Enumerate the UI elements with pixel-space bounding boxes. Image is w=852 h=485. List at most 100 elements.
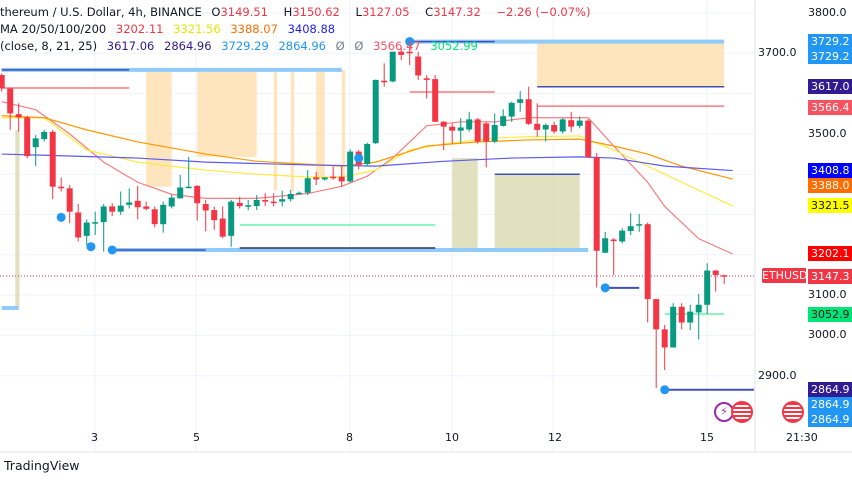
candle bbox=[432, 75, 439, 122]
candle bbox=[219, 206, 226, 239]
indicator-value: Ø bbox=[335, 39, 345, 53]
us-flag-icon[interactable] bbox=[782, 401, 804, 423]
markers bbox=[56, 37, 670, 395]
candle-body bbox=[168, 197, 175, 207]
candle-body bbox=[211, 210, 218, 221]
symbol-tag: ETHUSD bbox=[762, 268, 808, 283]
candle bbox=[525, 86, 532, 126]
zone-box bbox=[341, 69, 346, 177]
candle-body bbox=[653, 299, 660, 330]
candle-body bbox=[262, 199, 269, 202]
candle bbox=[551, 121, 558, 134]
candle-body bbox=[313, 177, 320, 180]
legend-indicator-row[interactable]: (close, 8, 21, 25) 3617.06 2864.96 3729.… bbox=[0, 39, 484, 53]
candle-body bbox=[585, 120, 592, 158]
candle bbox=[202, 199, 209, 232]
candle-body bbox=[338, 176, 345, 182]
change-value: −2.26 (−0.07%) bbox=[496, 5, 591, 19]
ohlc-low: L3127.05 bbox=[356, 5, 416, 19]
open-label: O bbox=[211, 5, 221, 19]
legend-ma-row[interactable]: MA 20/50/100/200 3202.11 3321.56 3388.07… bbox=[0, 22, 341, 36]
zone-box bbox=[290, 69, 295, 192]
candle-body bbox=[381, 80, 388, 83]
candle-body bbox=[602, 238, 609, 253]
candle bbox=[457, 118, 464, 144]
candle bbox=[627, 213, 634, 236]
candle bbox=[517, 91, 524, 112]
candle-body bbox=[185, 186, 192, 189]
tradingview-logo[interactable]: TradingView bbox=[0, 458, 80, 473]
zone-box bbox=[197, 69, 257, 157]
candle bbox=[100, 204, 107, 252]
candle-body bbox=[58, 186, 65, 189]
candle-body bbox=[66, 188, 73, 212]
candle bbox=[712, 270, 719, 292]
candle bbox=[576, 116, 583, 129]
candle-body bbox=[117, 205, 124, 212]
candle-body bbox=[466, 119, 473, 130]
candle bbox=[270, 193, 277, 207]
candle-body bbox=[32, 138, 39, 148]
candle-body bbox=[287, 193, 294, 200]
low-value: 3127.05 bbox=[361, 5, 410, 19]
candle-body bbox=[406, 51, 413, 54]
candle-body bbox=[202, 204, 209, 211]
candle bbox=[143, 201, 150, 211]
candle bbox=[568, 111, 575, 132]
candle bbox=[347, 149, 354, 183]
indicator-value: 3052.99 bbox=[430, 39, 478, 53]
candle bbox=[704, 263, 711, 315]
price-badge: 3729.2 bbox=[808, 48, 852, 64]
candle-body bbox=[270, 201, 277, 204]
candle bbox=[15, 103, 22, 132]
price-tick: 2900.0 bbox=[758, 368, 797, 382]
candle bbox=[279, 190, 286, 207]
candle-body bbox=[449, 126, 456, 131]
candle bbox=[0, 73, 5, 92]
candle-body bbox=[593, 157, 600, 251]
price-badge: 3052.9 bbox=[808, 306, 852, 322]
ma200-value: 3408.88 bbox=[287, 22, 336, 36]
brand-name: TradingView bbox=[4, 458, 80, 473]
indicator-value: 2864.96 bbox=[278, 39, 326, 53]
candle-body bbox=[83, 222, 90, 236]
marker-dot bbox=[600, 283, 610, 293]
candle-body bbox=[517, 99, 524, 103]
indicator-value: 2864.96 bbox=[164, 39, 212, 53]
candle bbox=[296, 191, 303, 195]
zone-box bbox=[146, 69, 172, 187]
us-flag-icon[interactable] bbox=[731, 401, 753, 423]
ohlc-high: H3150.62 bbox=[284, 5, 346, 19]
candle-body bbox=[151, 209, 158, 225]
candle-body bbox=[7, 88, 14, 114]
candle bbox=[644, 222, 651, 323]
marker-dot bbox=[660, 385, 670, 395]
candle-body bbox=[321, 177, 328, 180]
candle-body bbox=[415, 56, 422, 76]
ohlc-close: C3147.32 bbox=[425, 5, 487, 19]
candle-body bbox=[704, 270, 711, 305]
candle-body bbox=[568, 120, 575, 127]
candle bbox=[381, 63, 388, 87]
candle bbox=[653, 299, 660, 389]
ma-line bbox=[1, 117, 733, 207]
candle-body bbox=[551, 125, 558, 132]
candle-body bbox=[92, 222, 99, 224]
candle-body bbox=[372, 79, 379, 144]
candle-body bbox=[678, 306, 685, 323]
marker-dot bbox=[405, 37, 415, 47]
candle-body bbox=[670, 306, 677, 348]
candle-body bbox=[695, 304, 702, 313]
candle bbox=[236, 196, 243, 209]
candle bbox=[304, 170, 311, 196]
candle bbox=[542, 123, 549, 142]
candle-body bbox=[253, 199, 260, 207]
candle bbox=[228, 199, 235, 247]
candle-body bbox=[542, 125, 549, 130]
candle bbox=[126, 188, 133, 209]
candle-body bbox=[177, 187, 184, 199]
candle bbox=[7, 87, 14, 130]
marker-dot bbox=[56, 212, 66, 222]
candle-body bbox=[49, 131, 56, 187]
